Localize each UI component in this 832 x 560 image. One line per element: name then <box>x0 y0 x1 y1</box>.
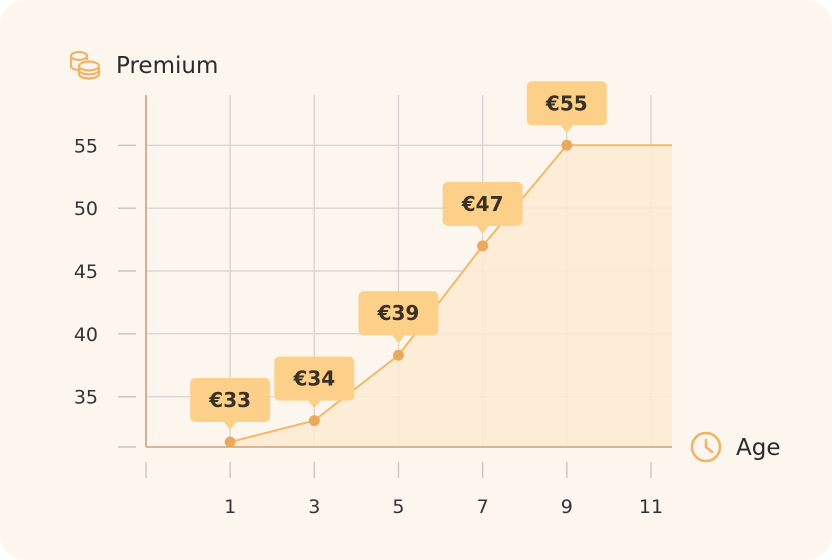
data-label-text: €33 <box>208 388 251 412</box>
axes <box>118 95 672 478</box>
x-tick-label: 11 <box>639 496 663 518</box>
y-axis-title: Premium <box>116 53 218 79</box>
data-label: €39 <box>358 291 439 344</box>
data-point <box>308 415 320 427</box>
clock-icon <box>690 431 722 463</box>
area-fill <box>230 145 672 448</box>
data-label-pointer <box>391 334 406 344</box>
x-tick-label: 3 <box>308 496 320 518</box>
x-tick-label: 9 <box>561 496 573 518</box>
data-label-text: €55 <box>545 91 588 115</box>
data-point <box>392 349 404 361</box>
data-point <box>224 436 236 448</box>
series-line <box>229 144 672 443</box>
x-axis-title: Age <box>736 435 780 461</box>
data-label: €55 <box>526 81 607 134</box>
data-label-box <box>442 181 523 226</box>
y-tick-label: 35 <box>74 387 98 409</box>
data-label: €34 <box>274 356 355 409</box>
data-label-text: €47 <box>461 192 504 216</box>
data-label: €33 <box>190 377 271 430</box>
data-label-text: €34 <box>292 367 335 391</box>
x-tick-label: 7 <box>477 496 489 518</box>
data-label-box <box>526 81 607 126</box>
data-label-pointer <box>475 224 490 234</box>
data-points <box>224 139 573 448</box>
data-label-box <box>358 291 439 336</box>
data-point <box>477 240 489 252</box>
y-tick-label: 55 <box>74 135 98 157</box>
x-tick-label: 1 <box>224 496 236 518</box>
x-tick-label: 5 <box>392 496 404 518</box>
data-label-pointer <box>307 399 322 409</box>
data-label: €47 <box>442 181 523 234</box>
data-label-box <box>274 356 355 401</box>
coins-icon <box>69 50 101 80</box>
y-tick-label: 50 <box>74 198 98 220</box>
data-label-pointer <box>223 420 238 430</box>
data-point <box>561 139 573 151</box>
data-label-text: €39 <box>377 301 420 325</box>
data-label-pointer <box>559 124 574 134</box>
data-labels: €33 €34 €39 €47 €55 <box>190 81 607 430</box>
y-tick-label: 45 <box>74 261 98 283</box>
y-tick-label: 40 <box>74 324 98 346</box>
data-label-box <box>190 377 271 422</box>
